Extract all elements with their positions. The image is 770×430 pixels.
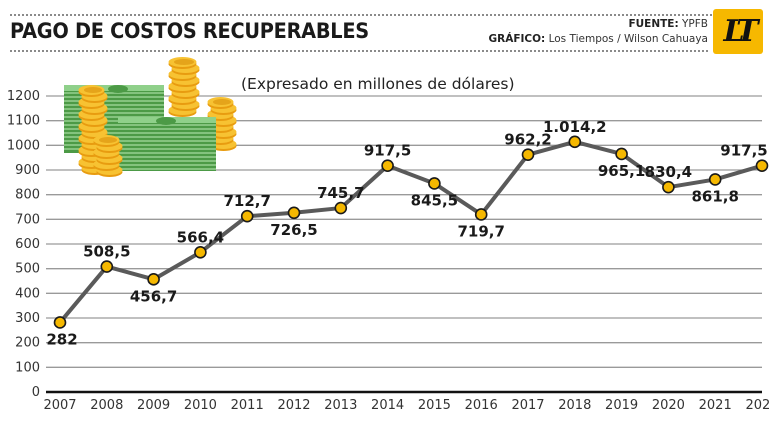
data-point-marker	[615, 147, 628, 161]
y-tick-label: 800	[15, 188, 40, 203]
data-label: 745,7	[317, 184, 364, 202]
data-label: 456,7	[130, 287, 177, 305]
y-tick-label: 1200	[7, 89, 40, 104]
money-stacks-and-coins-icon	[64, 57, 237, 177]
x-tick-label: 2020	[652, 398, 685, 413]
data-point-marker	[662, 180, 675, 194]
data-label: 712,7	[223, 192, 270, 210]
data-point-marker	[100, 260, 114, 273]
data-label: 845,5	[411, 191, 458, 209]
data-label: 282	[46, 330, 77, 348]
graphic-credit: GRÁFICO: Los Tiempos / Wilson Cahuaya	[489, 33, 709, 45]
title-divider	[10, 50, 708, 52]
y-tick-label: 600	[15, 237, 40, 252]
los-tiempos-logo-icon: LT	[713, 9, 763, 54]
data-label: 508,5	[83, 243, 130, 261]
y-tick-label: 300	[15, 311, 40, 326]
x-tick-label: 2018	[558, 398, 591, 413]
x-axis-ticks: 2007 2008 2009 2010 2011 2012 2013 2014 2015 2016…	[43, 398, 770, 413]
x-tick-label: 2013	[324, 398, 357, 413]
data-label: 962,2	[504, 131, 551, 149]
y-tick-label: 1000	[7, 138, 40, 153]
x-tick-label: 2007	[43, 398, 76, 413]
data-point-marker	[521, 148, 535, 161]
y-tick-label: 500	[15, 262, 40, 277]
data-point-marker	[53, 316, 67, 329]
y-tick-label: 400	[15, 286, 40, 301]
data-point-marker	[568, 135, 582, 149]
x-tick-label: 2011	[231, 398, 264, 413]
y-tick-label: 700	[15, 212, 40, 227]
data-point-marker	[194, 245, 207, 259]
data-label: 917,5	[364, 142, 411, 160]
data-point-marker	[287, 206, 301, 220]
chart-subtitle: (Expresado en millones de dólares)	[241, 75, 515, 93]
x-tick-label: 2012	[277, 398, 310, 413]
data-point-marker	[147, 273, 160, 286]
y-tick-label: 100	[15, 360, 40, 375]
graphic-value: Los Tiempos / Wilson Cahuaya	[548, 33, 708, 45]
graphic-label: GRÁFICO:	[488, 33, 546, 45]
y-tick-label: 200	[15, 336, 40, 351]
data-label: 965,1	[598, 162, 645, 180]
data-point-marker	[240, 209, 254, 223]
chart-title: PAGO DE COSTOS RECUPERABLES	[10, 19, 369, 43]
source-credit: FUENTE: YPFB	[628, 18, 708, 30]
data-label: 861,8	[691, 187, 738, 205]
source-value: YPFB	[682, 18, 708, 30]
y-tick-label: 1100	[7, 114, 40, 129]
x-tick-label: 2021	[699, 398, 732, 413]
y-tick-label: 900	[15, 163, 40, 178]
x-tick-label: 2014	[371, 398, 404, 413]
data-point-marker	[381, 159, 394, 172]
data-point-marker	[428, 177, 441, 190]
data-point-marker	[334, 201, 348, 215]
data-label: 917,5	[720, 142, 767, 160]
x-tick-label: 2017	[511, 398, 544, 413]
data-point-marker	[755, 159, 769, 172]
x-tick-label: 2010	[184, 398, 217, 413]
x-tick-label: 2016	[465, 398, 498, 413]
data-point-marker	[708, 173, 722, 186]
x-tick-label: 2008	[90, 398, 123, 413]
data-point-marker	[474, 208, 488, 221]
x-tick-label: 2019	[605, 398, 638, 413]
data-markers	[53, 135, 769, 329]
data-label: 1.014,2	[543, 118, 607, 136]
data-label: 726,5	[270, 221, 317, 239]
source-label: FUENTE:	[628, 18, 679, 30]
x-tick-label: 2015	[418, 398, 451, 413]
series-line	[58, 139, 763, 324]
data-label: 719,7	[457, 222, 504, 240]
y-tick-label: 0	[32, 385, 40, 400]
data-label: 830,4	[645, 163, 692, 181]
top-divider	[10, 14, 760, 16]
y-axis-ticks: 0 100 200 300 400 500 600 700 800 900 1000 1100 1200	[7, 89, 40, 400]
x-tick-label: 2009	[137, 398, 170, 413]
data-label: 566,4	[177, 228, 224, 246]
